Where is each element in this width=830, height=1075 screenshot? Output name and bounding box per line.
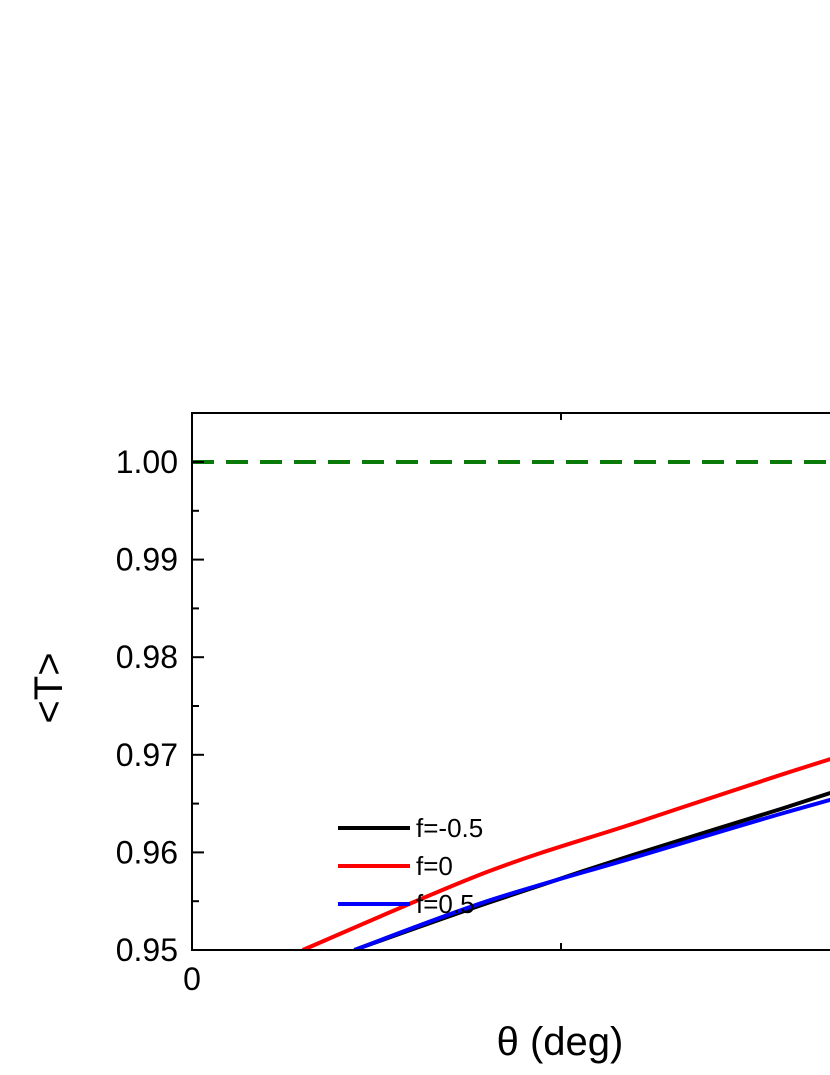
y-tick-label: 0.98 — [116, 639, 178, 675]
y-tick-label: 0.96 — [116, 834, 178, 870]
plot-area — [192, 460, 830, 950]
legend-label: f=-0.5 — [416, 813, 483, 843]
plot-frame — [191, 412, 830, 951]
y-axis-title: <T> — [27, 652, 71, 723]
y-tick-label: 0.99 — [116, 542, 178, 578]
y-tick-label: 0.95 — [116, 932, 178, 968]
legend: f=-0.5 f=0 f=0.5 — [338, 813, 483, 919]
series-line-2 — [301, 757, 830, 950]
legend-label: f=0.5 — [416, 889, 475, 919]
axes: 0102030400.950.960.970.980.991.00 — [116, 412, 830, 997]
x-axis-title: θ (deg) — [497, 1020, 624, 1064]
y-tick-label: 0.97 — [116, 737, 178, 773]
y-tick-label: 1.00 — [116, 444, 178, 480]
legend-label: f=0 — [416, 851, 453, 881]
x-tick-label: 0 — [183, 961, 201, 997]
